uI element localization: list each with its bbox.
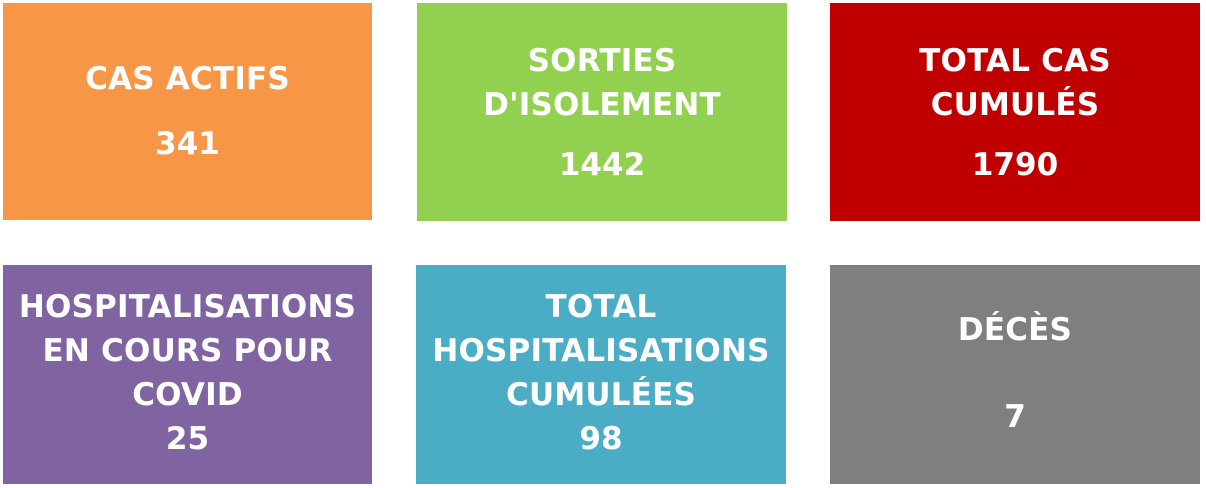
stat-tile-total-cas-cumules: TOTAL CAS CUMULÉS 1790 (830, 3, 1200, 221)
tile-label: CAS ACTIFS (3, 57, 372, 101)
tile-label-line: D'ISOLEMENT (483, 87, 721, 123)
tile-label-line: HOSPITALISATIONS (18, 289, 357, 325)
tile-value: 1790 (971, 147, 1059, 183)
stat-tile-sorties-isolement: SORTIES D'ISOLEMENT 1442 (417, 3, 787, 221)
tile-label: SORTIES D'ISOLEMENT (417, 39, 787, 127)
tile-label-line: COVID (132, 377, 243, 413)
tile-label-line: DÉCÈS (957, 312, 1073, 348)
tile-label: TOTAL HOSPITALISATIONS CUMULÉES (416, 285, 786, 417)
stat-tile-deces: DÉCÈS 7 (830, 265, 1200, 484)
tile-value: 341 (155, 126, 220, 162)
tile-label-line: HOSPITALISATIONS (432, 333, 770, 369)
tile-label: DÉCÈS (830, 308, 1200, 352)
tile-label-line: TOTAL CAS (919, 43, 1111, 79)
tile-value: 1442 (558, 147, 646, 183)
tile-label-line: CUMULÉS (930, 87, 1100, 123)
stat-tile-cas-actifs: CAS ACTIFS 341 (3, 3, 372, 220)
tile-label-line: SORTIES (527, 43, 677, 79)
stat-tile-total-hospitalisations-cumulees: TOTAL HOSPITALISATIONS CUMULÉES 98 (416, 265, 786, 484)
tile-value: 25 (165, 421, 210, 457)
tile-label: TOTAL CAS CUMULÉS (830, 39, 1200, 127)
tile-label-line: EN COURS POUR (42, 333, 333, 369)
tile-label-line: CAS ACTIFS (85, 61, 290, 97)
stat-tile-hospitalisations-en-cours: HOSPITALISATIONS EN COURS POUR COVID 25 (3, 265, 372, 484)
tile-label-line: TOTAL (545, 289, 657, 325)
tile-value: 98 (579, 421, 623, 457)
tile-label-line: CUMULÉES (506, 377, 696, 413)
tile-label: HOSPITALISATIONS EN COURS POUR COVID (3, 285, 372, 417)
tile-value: 7 (1004, 399, 1026, 435)
